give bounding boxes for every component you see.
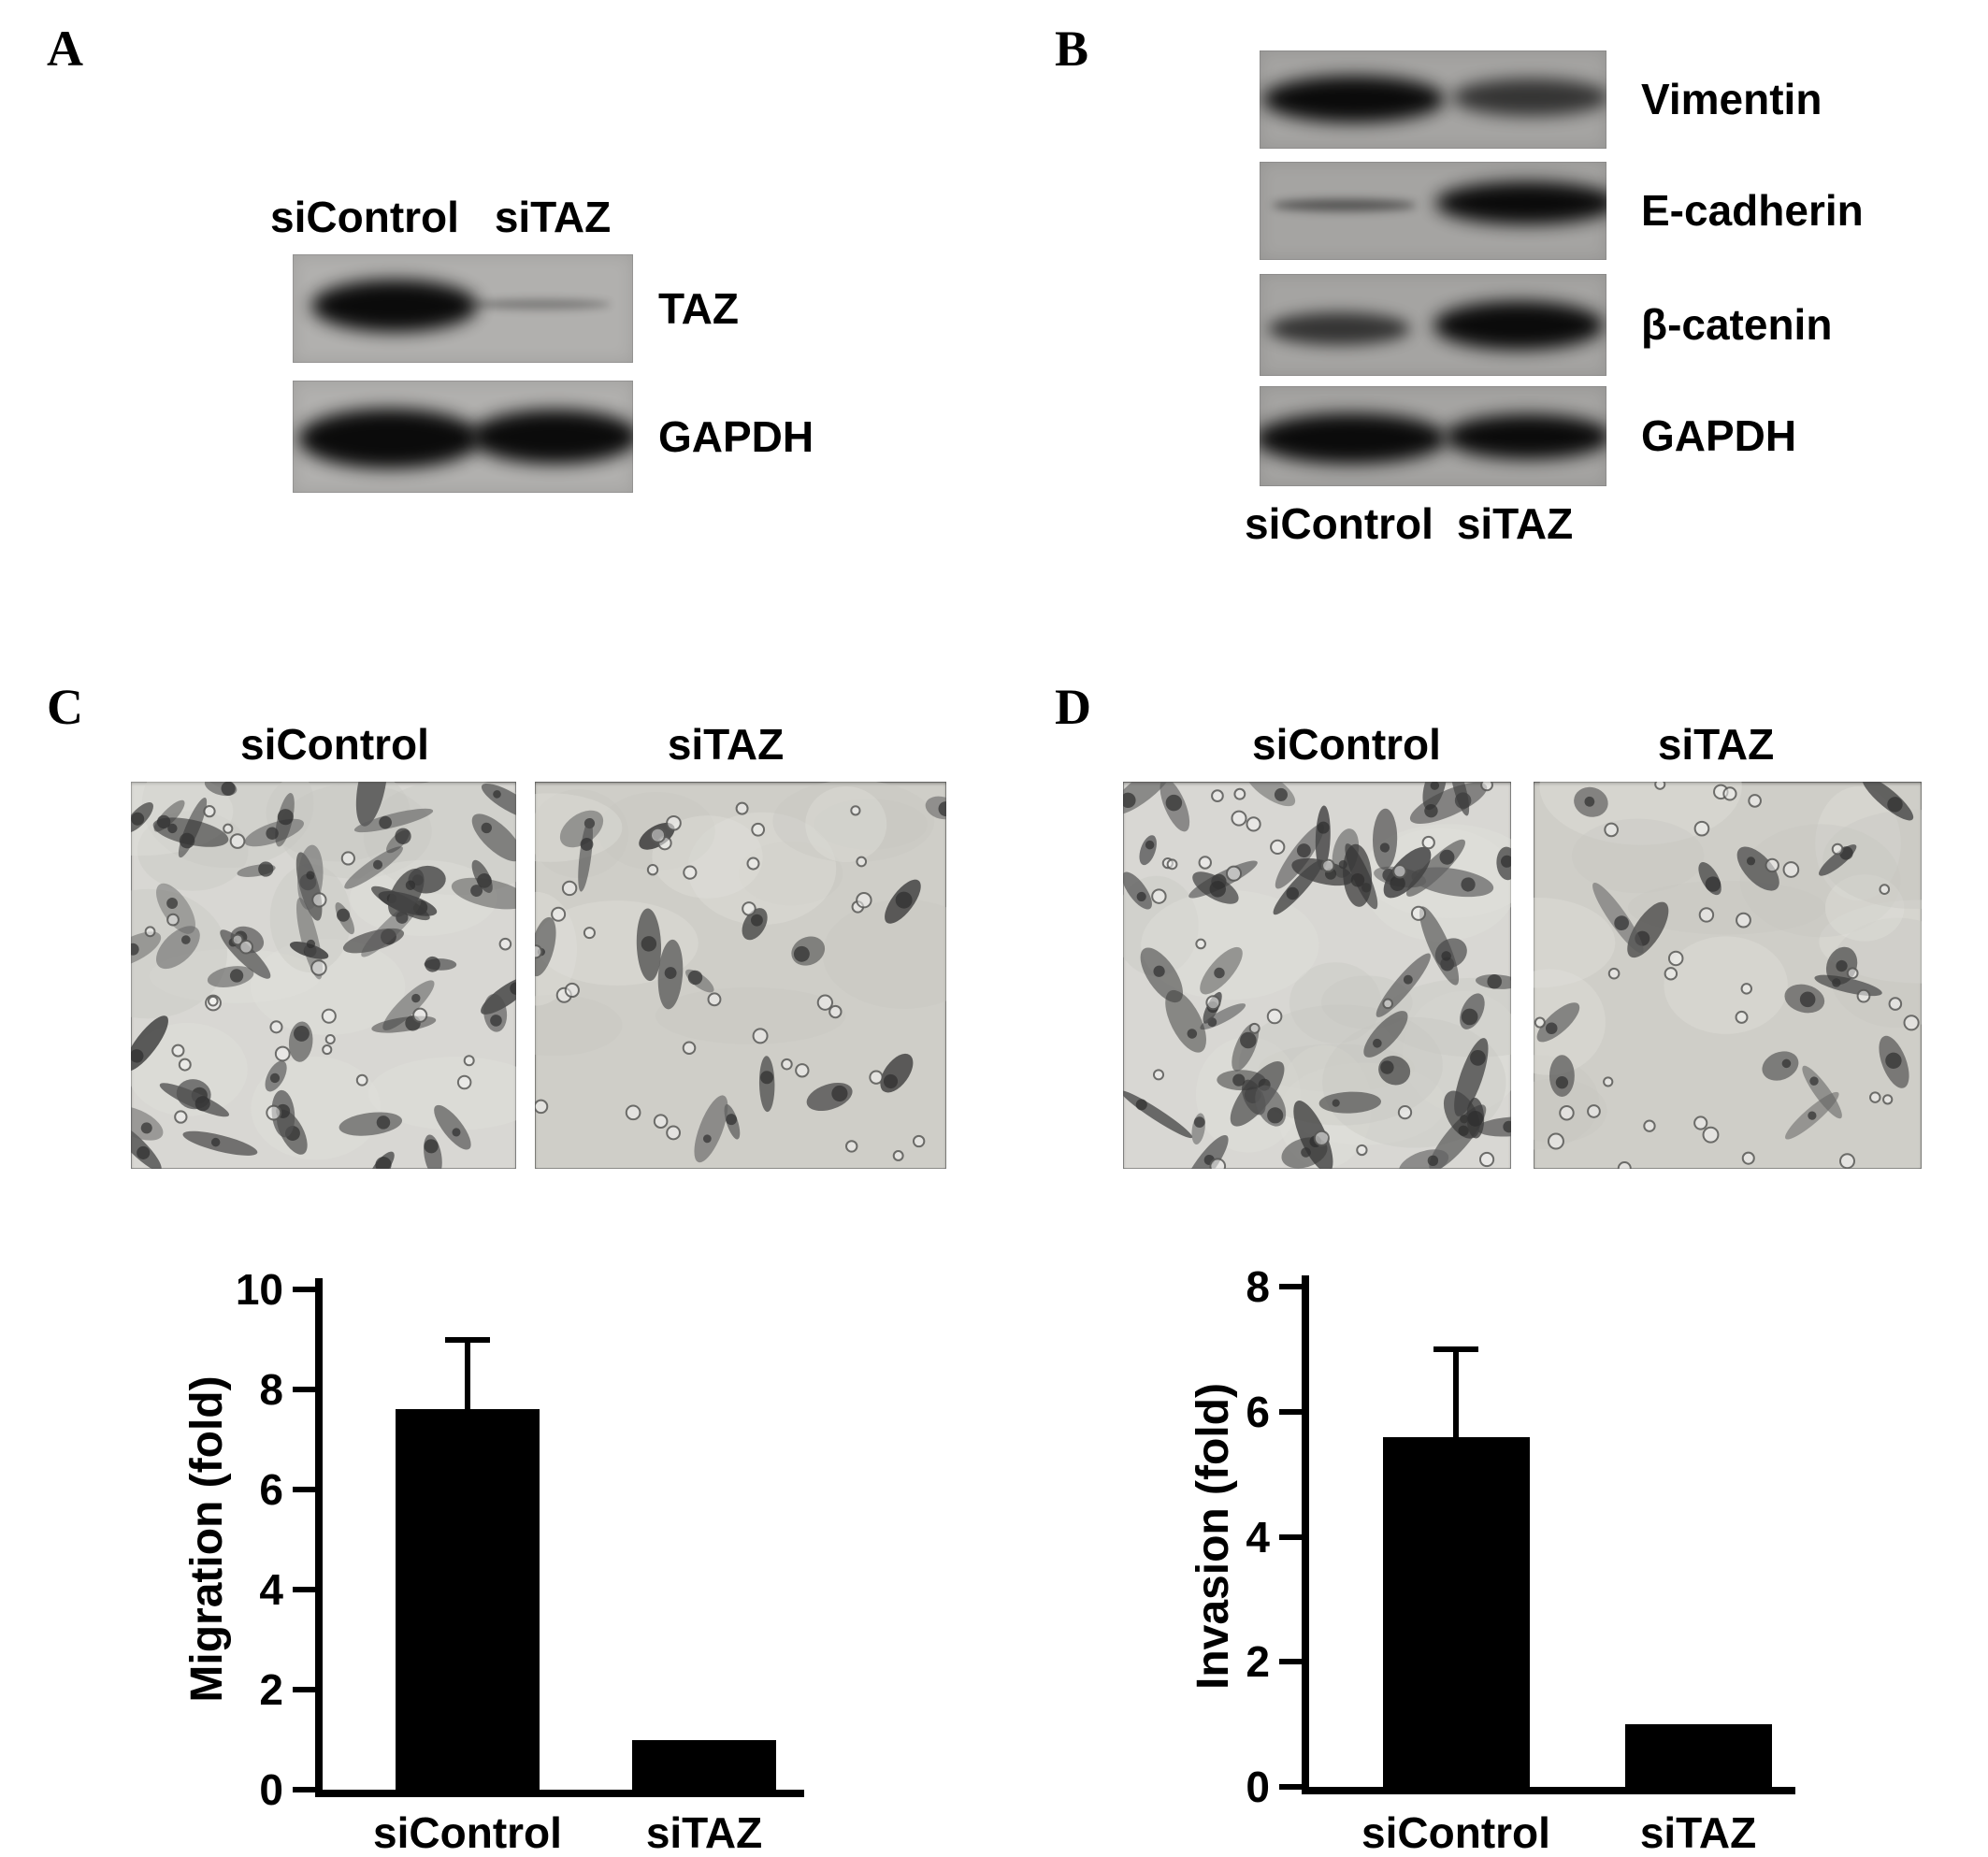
y-axis-line [315,1278,323,1797]
micrograph-sicontrol [1123,782,1511,1169]
blot-name-label: GAPDH [658,412,814,461]
blot-band [1445,414,1606,459]
y-tick-label: 8 [1246,1262,1270,1311]
x-axis-line [1302,1787,1795,1794]
y-axis-tick [293,1487,315,1492]
blot-band [1271,198,1417,211]
blot-band [1434,181,1606,224]
x-category-label: siControl [373,1808,562,1857]
micrograph-sitaz [1534,782,1922,1169]
y-axis-tick [293,1787,315,1792]
panel-d-image-label-sitaz: siTAZ [1657,720,1775,769]
error-bar-cap [1433,1346,1478,1352]
blot-band [1452,79,1606,116]
panel-b-letter: B [1055,21,1089,77]
y-axis-tick [1279,1659,1302,1665]
x-category-label: siTAZ [1639,1808,1757,1857]
y-tick-label: 10 [235,1265,283,1314]
y-tick-label: 6 [259,1465,283,1514]
blot-e-cadherin [1260,162,1606,260]
blot-band [1433,301,1604,350]
panel-b-lane-label-sitaz: siTAZ [1456,499,1574,548]
y-axis-title: Migration (fold) [182,1375,232,1703]
bar-sitaz [632,1739,776,1790]
y-tick-label: 8 [259,1365,283,1414]
blot-gapdh [293,381,633,493]
error-bar-stem [465,1339,470,1410]
micrograph-cells-image [131,782,516,1169]
blot-name-label: E-cadherin [1641,186,1864,235]
x-axis-line [315,1790,804,1797]
blot-band [1268,311,1410,345]
error-bar-cap [445,1336,490,1343]
blot-name-label: Vimentin [1641,75,1822,123]
micrograph-cells-image [535,782,946,1163]
blot-β-catenin [1260,274,1606,376]
blot-name-label: GAPDH [1641,411,1797,460]
blot-band [470,410,633,464]
y-tick-label: 4 [259,1565,283,1614]
panel-b-lane-label-sicontrol: siControl [1245,499,1433,548]
blot-gapdh [1260,386,1606,486]
y-tick-label: 2 [259,1665,283,1714]
x-category-label: siControl [1361,1808,1550,1857]
y-axis-tick [1279,1408,1302,1415]
bar-sicontrol [1382,1436,1530,1787]
blot-name-label: β-catenin [1641,300,1833,349]
y-axis-tick [1279,1533,1302,1540]
blot-band [1260,413,1447,464]
panel-c-image-label-sitaz: siTAZ [667,720,785,769]
panel-a-letter: A [47,21,83,77]
y-tick-label: 6 [1246,1387,1270,1436]
bar-sicontrol [396,1409,540,1790]
blot-vimentin [1260,50,1606,149]
blot-band [311,280,478,332]
panel-d-image-label-sicontrol: siControl [1252,720,1441,769]
blot-band [470,298,611,310]
blot-taz [293,254,633,363]
y-axis-tick [293,1687,315,1692]
y-axis-tick [293,1387,315,1392]
y-axis-title: Invasion (fold) [1188,1383,1238,1690]
y-tick-label: 0 [1246,1763,1270,1811]
y-axis-tick [293,1587,315,1592]
micrograph-sitaz [535,782,946,1169]
panel-d-letter: D [1055,679,1091,735]
micrograph-cells-image [1534,782,1922,1169]
y-axis-tick [1279,1284,1302,1289]
panel-c-letter: C [47,679,83,735]
y-tick-label: 2 [1246,1637,1270,1687]
panel-a-lane-label-sicontrol: siControl [270,193,459,241]
panel-a-lane-label-sitaz: siTAZ [494,193,612,241]
x-category-label: siTAZ [645,1808,763,1857]
micrograph-cells-image [1123,782,1511,1169]
error-bar-stem [1453,1348,1459,1437]
blot-band [297,409,481,468]
blot-band [1261,76,1445,122]
y-axis-line [1302,1275,1309,1794]
bar-sitaz [1624,1724,1772,1787]
micrograph-sicontrol [131,782,516,1169]
y-tick-label: 0 [259,1765,283,1814]
y-axis-tick [1279,1784,1302,1790]
blot-name-label: TAZ [658,284,740,333]
panel-c-image-label-sicontrol: siControl [240,720,429,769]
y-axis-tick [293,1287,315,1292]
y-tick-label: 4 [1246,1512,1270,1562]
